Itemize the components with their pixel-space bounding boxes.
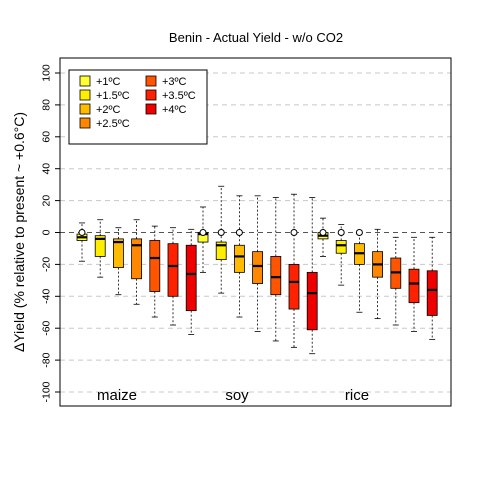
box-soy-5 [270,197,282,342]
box-maize-1 [76,222,88,262]
y-tick-label: 100 [41,64,53,82]
box-rice-2 [335,224,347,286]
box-body [408,268,420,304]
box-body [270,256,282,296]
box-body [306,271,318,331]
y-tick-label: -60 [41,320,53,335]
legend-label: +2.5ºC [96,118,130,130]
box-maize-6 [167,227,179,326]
box-body [288,263,300,310]
plot-frame [59,57,452,407]
mean-marker [217,229,225,236]
box-soy-3 [233,195,245,318]
y-tick-label: 40 [41,163,53,175]
mean-marker [355,229,363,236]
legend-label: +2ºC [96,104,121,116]
box-body [233,244,245,273]
box-body [426,270,438,316]
mean-marker [290,229,298,236]
y-tick-label: 0 [41,229,53,235]
box-body [252,251,264,284]
mean-marker [319,229,327,236]
box-body [131,238,143,280]
legend-swatch [145,75,157,87]
legend-swatch [79,89,91,101]
y-tick-label: -80 [41,352,53,367]
box-rice-3 [353,229,365,313]
group-label-maize: maize [97,387,137,404]
legend-swatch [145,89,157,101]
y-tick-label: -20 [41,257,53,272]
mean-marker [235,229,243,236]
group-labels: maize soy rice [97,387,369,404]
legend-swatch [145,103,157,115]
box-soy-7 [306,197,318,355]
box-soy-4 [252,195,264,332]
box-maize-5 [149,225,161,318]
box-rice-1 [317,217,329,257]
box-soy-6 [288,193,300,348]
legend: +1ºC +1.5ºC +2ºC +2.5ºC +3ºC +3.5ºC +4ºC [68,69,208,145]
legend-label: +3.5ºC [162,90,196,102]
box-rice-6 [408,236,420,332]
box-maize-2 [94,219,106,278]
legend-label: +3ºC [162,76,187,88]
y-axis: -100 -80 -60 -40 -20 0 20 40 60 80 100 [41,64,61,403]
mean-marker [199,229,207,236]
box-body [94,235,106,257]
box-soy-2 [215,185,227,294]
y-tick-label: -40 [41,289,53,304]
box-body [167,243,179,297]
legend-label: +1ºC [96,76,121,88]
y-axis-label: ΔYield (% relative to present ~ +0.6°C) [11,112,27,352]
box-maize-3 [113,227,124,296]
box-body [149,240,161,292]
legend-box [68,69,208,145]
mean-marker [78,229,86,236]
box-body [185,244,197,312]
legend-swatch [79,103,91,115]
box-group [76,185,438,355]
box-soy-1 [197,206,209,273]
box-body [215,241,227,261]
box-maize-4 [131,219,143,305]
chart-title: Benin - Actual Yield - w/o CO2 [169,30,343,45]
group-label-soy: soy [225,387,249,404]
y-tick-label: -100 [41,381,53,402]
group-label-rice: rice [345,387,369,404]
legend-swatch [79,75,91,87]
box-rice-7 [426,236,438,340]
y-tick-label: 80 [41,99,53,111]
box-rice-4 [372,228,384,320]
y-tick-label: 20 [41,195,53,207]
legend-label: +1.5ºC [96,90,130,102]
box-maize-7 [185,228,197,335]
legend-label: +4ºC [162,104,187,116]
box-body [335,240,347,254]
y-tick-label: 60 [41,131,53,143]
box-body [113,238,124,268]
mean-marker [337,229,345,236]
box-rice-5 [390,236,402,326]
legend-swatch [79,117,91,129]
